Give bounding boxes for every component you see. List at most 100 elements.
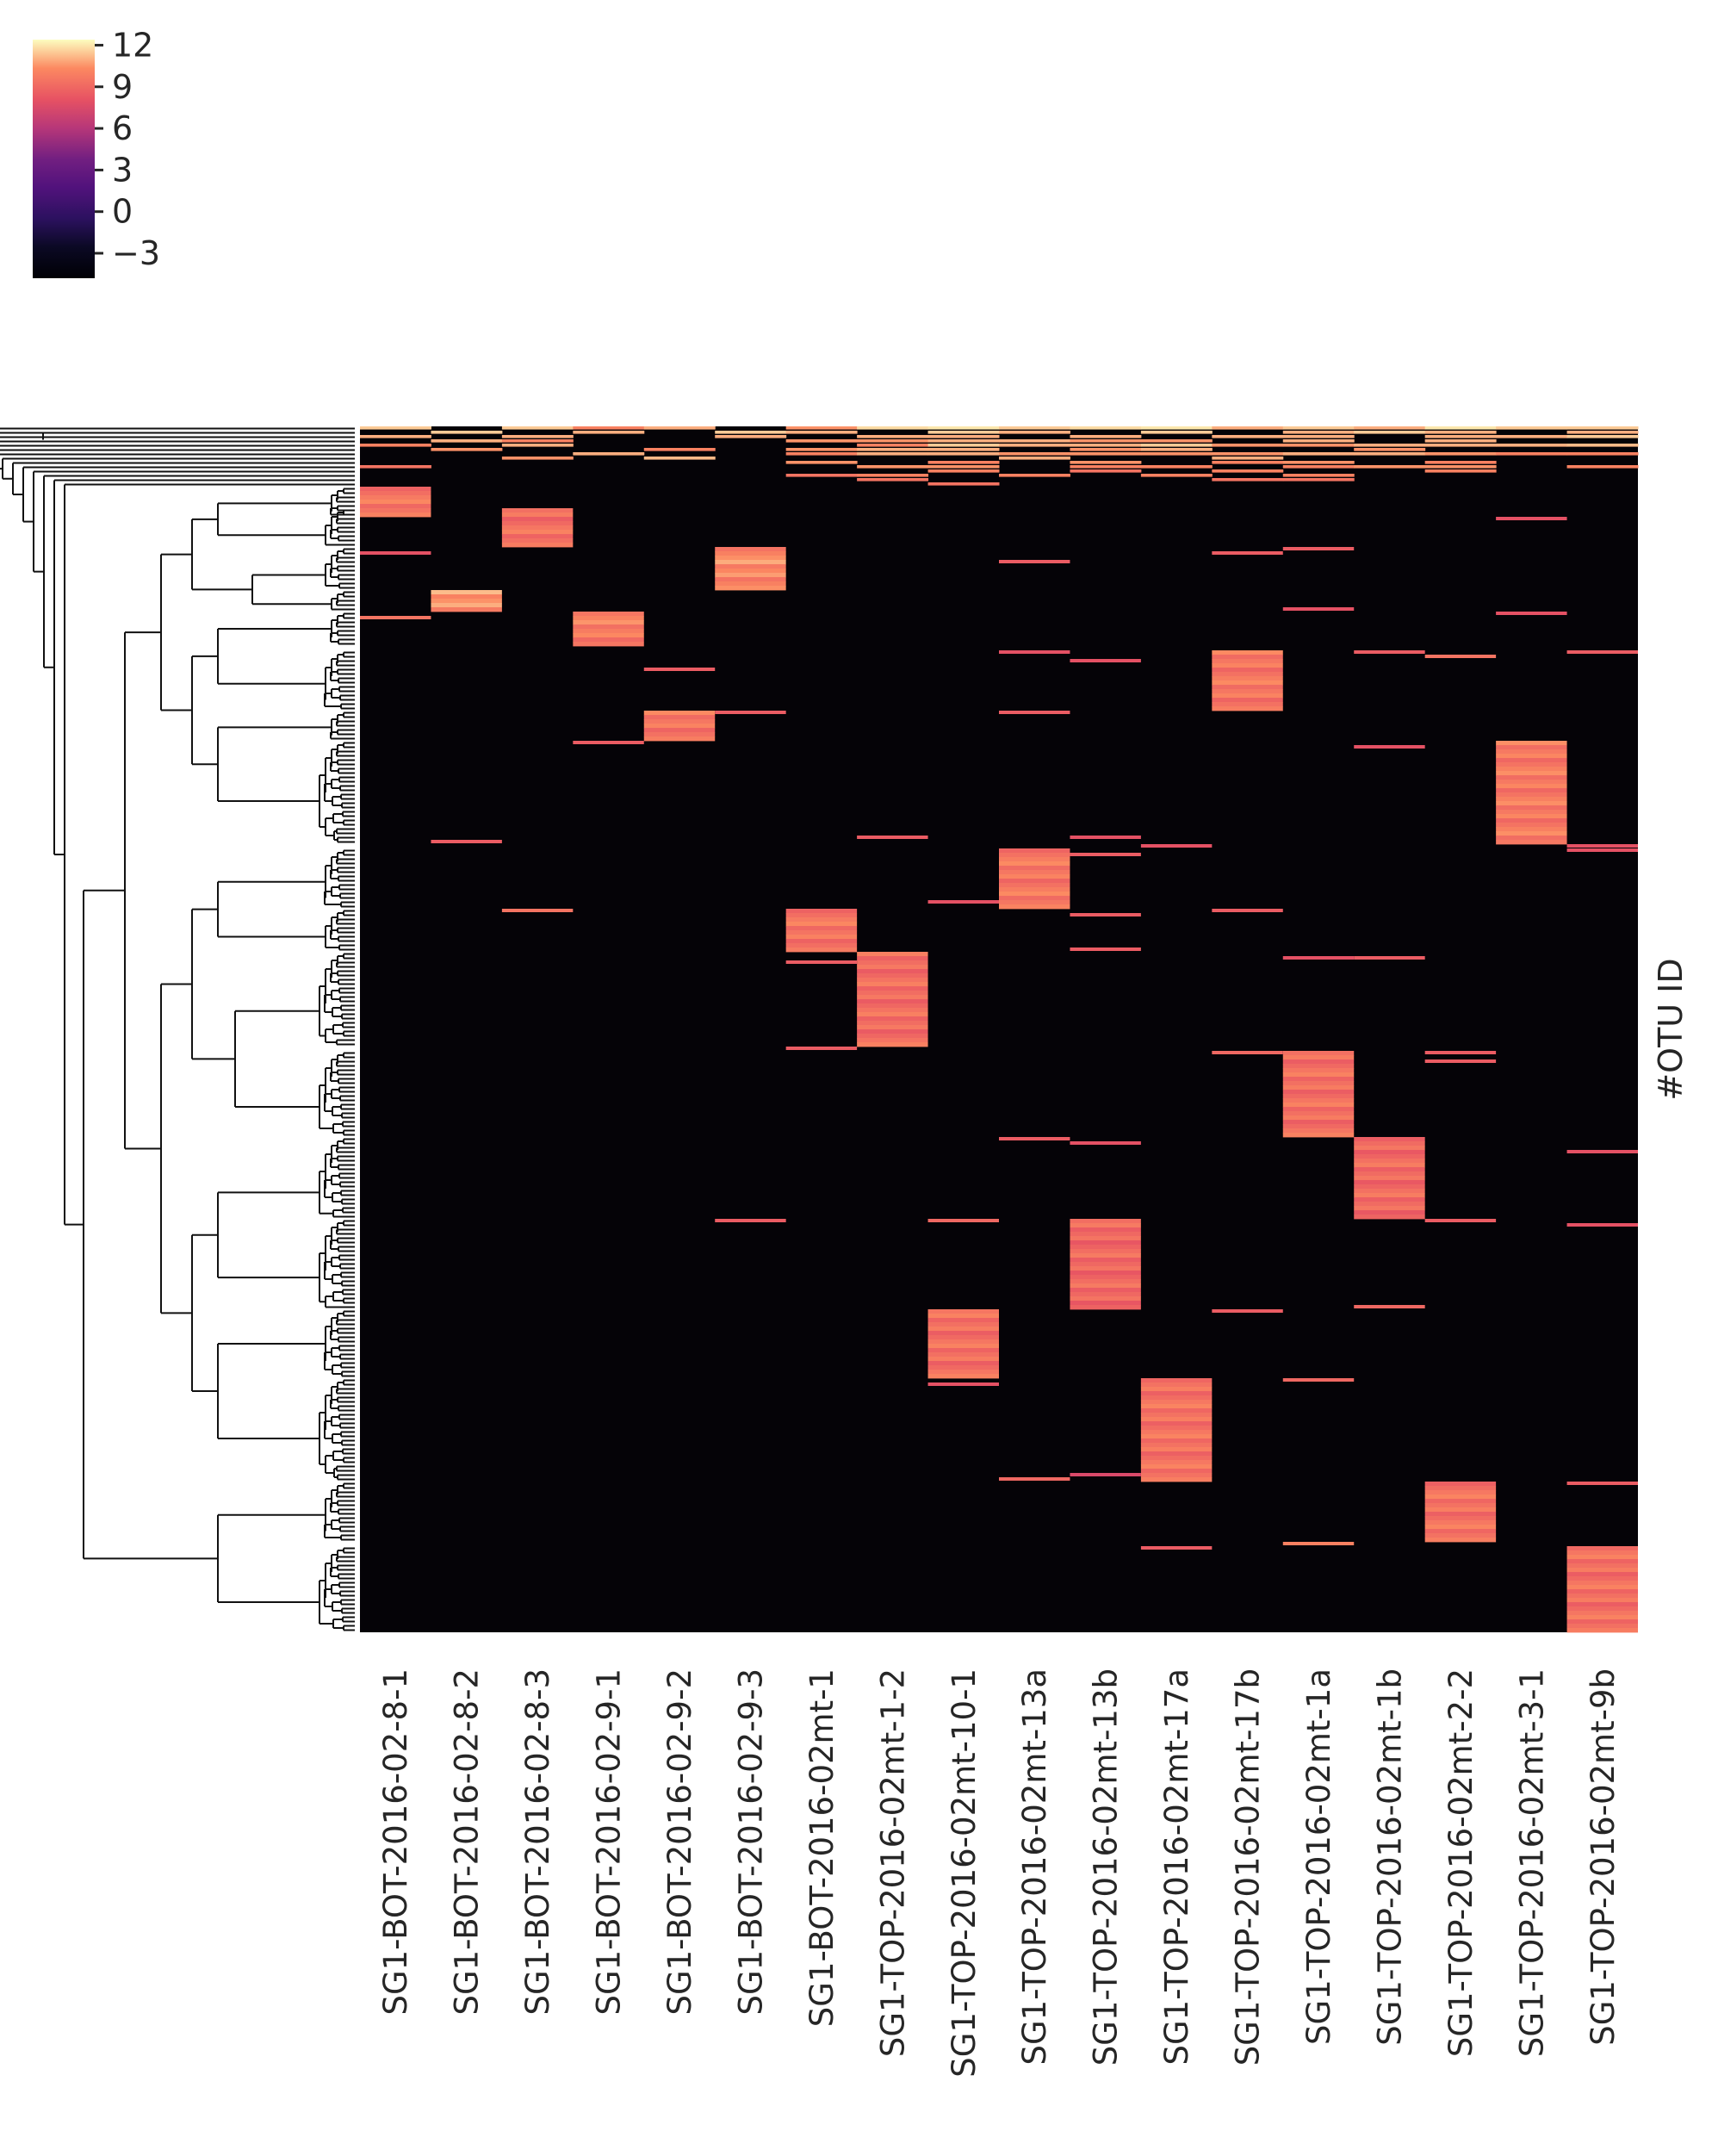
- heatmap-block-cell: [1282, 1072, 1355, 1078]
- heatmap-block-cell: [1140, 1469, 1213, 1474]
- heatmap-block-cell: [1496, 814, 1567, 819]
- heatmap-cell: [999, 711, 1070, 714]
- heatmap-block-cell: [927, 1331, 999, 1336]
- heatmap-block-cell: [573, 642, 644, 647]
- heatmap-block-cell: [1424, 1494, 1497, 1500]
- heatmap-cell: [1140, 465, 1213, 469]
- heatmap-block-cell: [1424, 1507, 1497, 1513]
- heatmap-block-cell: [715, 556, 786, 561]
- heatmap-cell: [927, 461, 1000, 464]
- heatmap-cell: [1566, 1150, 1638, 1153]
- heatmap-block-cell: [1424, 1512, 1497, 1517]
- heatmap-block-cell: [1140, 1434, 1213, 1439]
- heatmap-cell: [715, 1219, 786, 1222]
- heatmap-cell: [857, 448, 929, 451]
- heatmap-block-cell: [857, 982, 928, 987]
- heatmap-cell: [1354, 448, 1426, 451]
- heatmap-block-cell: [1566, 1550, 1638, 1556]
- heatmap-block-cell: [1496, 836, 1567, 841]
- heatmap-block-cell: [1424, 1486, 1497, 1491]
- heatmap-block-cell: [1496, 818, 1567, 823]
- heatmap-block-cell: [501, 530, 574, 535]
- heatmap-block-cell: [1282, 1133, 1355, 1138]
- heatmap-block-cell: [1212, 676, 1283, 681]
- heatmap-cell: [1424, 444, 1497, 447]
- heatmap-cell: [927, 452, 1000, 456]
- heatmap-cell: [857, 474, 929, 477]
- heatmap-cell: [1282, 426, 1355, 430]
- heatmap-block-cell: [1424, 1525, 1497, 1530]
- heatmap-block-cell: [1140, 1477, 1213, 1482]
- heatmap-block-cell: [501, 534, 574, 539]
- heatmap-block-cell: [1140, 1413, 1213, 1418]
- column-label: SG1-TOP-2016-02mt-1b: [1371, 1668, 1408, 2046]
- column-label: SG1-TOP-2016-02mt-17a: [1158, 1668, 1195, 2065]
- heatmap-block-cell: [501, 525, 574, 531]
- heatmap-block-cell: [1212, 663, 1283, 668]
- heatmap-cell: [1140, 431, 1213, 434]
- heatmap-block-cell: [1070, 1301, 1141, 1306]
- heatmap-cell: [501, 435, 574, 438]
- heatmap-cell: [1070, 948, 1141, 951]
- heatmap-block-cell: [715, 551, 786, 556]
- heatmap-cell: [1424, 426, 1497, 430]
- heatmap-cell: [857, 426, 929, 430]
- heatmap-block-cell: [857, 1016, 928, 1022]
- heatmap-cell: [1496, 444, 1568, 447]
- heatmap-cell: [1212, 1309, 1283, 1313]
- heatmap-block-cell: [857, 973, 928, 979]
- heatmap-block-cell: [1282, 1077, 1355, 1082]
- heatmap-block-cell: [643, 715, 716, 720]
- heatmap-block-cell: [1282, 1081, 1355, 1086]
- heatmap-block-cell: [1212, 680, 1283, 686]
- heatmap-cell: [1212, 469, 1284, 473]
- heatmap-cell: [573, 452, 645, 456]
- heatmap-block-cell: [643, 724, 716, 729]
- heatmap-cell: [999, 457, 1070, 460]
- heatmap-block-cell: [927, 1374, 999, 1379]
- heatmap-block-cell: [1496, 805, 1567, 811]
- heatmap-block-cell: [1566, 1624, 1638, 1629]
- y-axis-label: #OTU ID: [1652, 958, 1690, 1100]
- heatmap-block-cell: [1212, 702, 1283, 707]
- column-label: SG1-TOP-2016-02mt-13a: [1016, 1668, 1053, 2065]
- heatmap-block-cell: [1566, 1581, 1638, 1586]
- heatmap-block-cell: [1566, 1594, 1638, 1599]
- heatmap-block-cell: [643, 711, 716, 716]
- heatmap-block-cell: [1354, 1189, 1425, 1194]
- heatmap-block-cell: [1212, 693, 1283, 699]
- heatmap-block-cell: [999, 896, 1070, 901]
- heatmap-block-cell: [1496, 741, 1567, 746]
- heatmap-cell: [1140, 474, 1213, 477]
- heatmap-block-cell: [573, 620, 644, 625]
- heatmap-block-cell: [360, 495, 431, 500]
- heatmap-cell: [360, 551, 431, 555]
- heatmap-cell: [999, 444, 1070, 447]
- heatmap-block-cell: [927, 1361, 999, 1366]
- heatmap-cell: [999, 452, 1070, 456]
- heatmap-block-cell: [1496, 823, 1567, 828]
- colorbar-gradient: [33, 40, 95, 278]
- heatmap-cell: [785, 474, 858, 477]
- heatmap-block-cell: [999, 892, 1070, 897]
- heatmap-cell: [927, 435, 1000, 438]
- heatmap-block-cell: [999, 861, 1070, 867]
- heatmap-cell: [1140, 444, 1213, 447]
- heatmap-block-cell: [715, 573, 786, 578]
- heatmap-block-cell: [1566, 1628, 1638, 1633]
- heatmap-cell: [1282, 444, 1355, 447]
- column-label: SG1-BOT-2016-02-9-3: [732, 1668, 769, 2016]
- heatmap-block-cell: [1354, 1146, 1425, 1151]
- heatmap-block-cell: [1140, 1378, 1213, 1383]
- heatmap-block-cell: [1212, 706, 1283, 711]
- heatmap-block-cell: [927, 1344, 999, 1349]
- heatmap-block-cell: [999, 848, 1070, 854]
- column-label: SG1-TOP-2016-02mt-13b: [1088, 1668, 1125, 2066]
- heatmap-cell: [431, 431, 503, 434]
- heatmap-cell: [431, 448, 503, 451]
- heatmap-block-cell: [927, 1309, 999, 1314]
- heatmap-cell: [927, 439, 1000, 443]
- column-label: SG1-TOP-2016-02mt-17b: [1230, 1668, 1267, 2066]
- heatmap-block-cell: [1282, 1051, 1355, 1056]
